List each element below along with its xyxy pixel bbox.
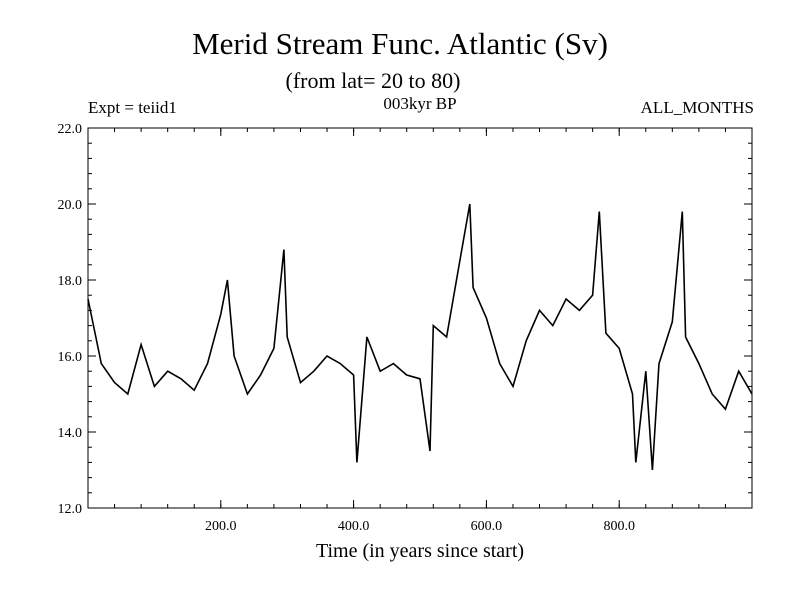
series-line (87, 203, 753, 471)
x-tick-label: 800.0 (603, 519, 635, 534)
y-tick-label: 16.0 (58, 350, 83, 365)
x-tick-label: 400.0 (338, 519, 370, 534)
x-axis-label: Time (in years since start) (315, 540, 525, 562)
y-tick-label: 18.0 (58, 274, 83, 289)
x-tick-label: 200.0 (205, 519, 237, 534)
experiment-label: Expt = teiid1 (88, 98, 177, 117)
chart-subtitle: (from lat= 20 to 80) (285, 68, 461, 93)
months-label: ALL_MONTHS (640, 98, 754, 117)
y-tick-label: 14.0 (58, 426, 83, 441)
period-label: 003kyr BP (383, 94, 457, 113)
chart-title: Merid Stream Func. Atlantic (Sv) (192, 26, 608, 61)
y-tick-label: 12.0 (58, 502, 83, 517)
y-tick-label: 22.0 (58, 122, 83, 137)
plot-frame (87, 127, 753, 509)
x-tick-label: 600.0 (471, 519, 503, 534)
y-tick-label: 20.0 (58, 198, 83, 213)
